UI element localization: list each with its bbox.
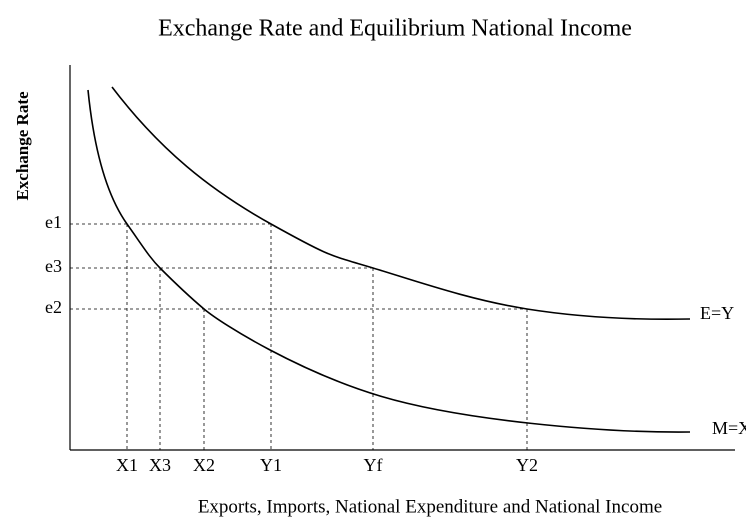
title: Exchange Rate and Equilibrium National I… xyxy=(158,16,632,42)
x-tick-label: Y1 xyxy=(260,455,282,475)
x-tick-label: X3 xyxy=(149,455,171,475)
curve-label: M=X xyxy=(712,418,746,438)
curve-m-x xyxy=(87,89,691,433)
curve-label: E=Y xyxy=(700,303,734,323)
curve-e-y xyxy=(111,86,691,321)
x-tick-label: Y2 xyxy=(516,455,538,475)
y-axis-label: Exchange Rate xyxy=(13,91,32,201)
y-tick-label: e2 xyxy=(45,297,62,317)
x-tick-label: Yf xyxy=(364,455,383,475)
x-tick-label: X2 xyxy=(193,455,215,475)
guide-lines xyxy=(70,223,528,450)
y-tick-label: e3 xyxy=(45,256,62,276)
x-axis-label: Exports, Imports, National Expenditure a… xyxy=(198,496,662,517)
x-tick-label: X1 xyxy=(116,455,138,475)
y-tick-label: e1 xyxy=(45,212,62,232)
